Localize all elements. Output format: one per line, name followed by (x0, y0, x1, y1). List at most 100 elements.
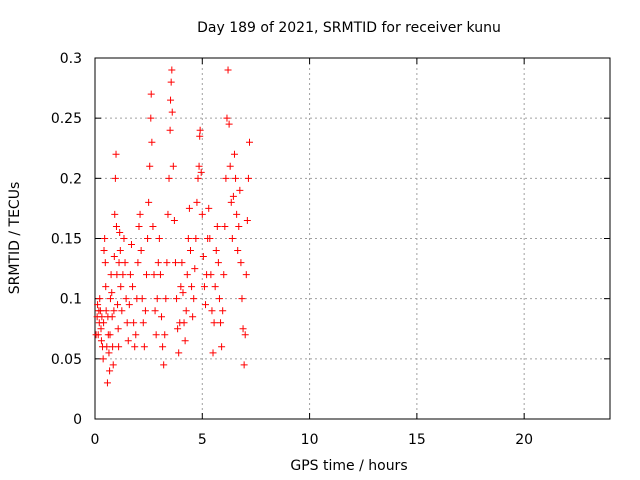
data-point (178, 259, 186, 267)
data-point (244, 174, 252, 182)
data-point (109, 343, 117, 351)
data-point (221, 222, 229, 230)
data-point (96, 295, 104, 303)
data-point (168, 66, 176, 74)
data-point (100, 247, 108, 255)
x-tick-label: 0 (91, 432, 100, 448)
data-point (193, 198, 201, 206)
data-point (98, 313, 106, 321)
data-point (186, 247, 194, 255)
data-point (153, 295, 161, 303)
data-point (206, 235, 214, 242)
data-point (167, 96, 175, 104)
y-tick-label: 0.2 (60, 171, 82, 187)
data-point (132, 331, 140, 339)
data-point (225, 120, 233, 128)
data-point (118, 307, 126, 315)
data-point (131, 343, 139, 351)
data-point (205, 204, 213, 212)
data-point (160, 361, 168, 369)
data-point (212, 247, 220, 255)
data-point (227, 198, 235, 206)
data-point (210, 319, 218, 327)
data-point (182, 307, 190, 315)
data-point (147, 90, 155, 98)
data-point (220, 271, 228, 279)
data-point (156, 271, 164, 279)
data-point (175, 349, 183, 357)
data-point (208, 307, 216, 315)
y-tick-label: 0.25 (51, 111, 82, 127)
data-point (202, 301, 210, 309)
data-point (239, 325, 247, 333)
data-point (158, 313, 166, 321)
chart-title: Day 189 of 2021, SRMTID for receiver kun… (197, 20, 501, 36)
data-point (150, 271, 158, 279)
y-tick-label: 0.05 (51, 352, 82, 368)
data-point (155, 235, 163, 242)
data-point (121, 259, 129, 267)
data-point (189, 313, 197, 321)
data-point (106, 331, 114, 339)
data-point (188, 283, 196, 291)
data-point (124, 337, 132, 345)
data-point (154, 259, 162, 267)
x-axis-label: GPS time / hours (290, 458, 407, 474)
y-tick-label: 0.1 (60, 292, 82, 308)
data-point (145, 198, 153, 206)
data-point (149, 222, 157, 230)
data-point (112, 150, 120, 158)
data-point (108, 289, 116, 297)
data-point (111, 210, 119, 218)
data-point (246, 138, 253, 146)
data-point (243, 216, 251, 224)
data-point (161, 331, 169, 339)
data-point (110, 307, 118, 315)
data-point (238, 295, 246, 303)
data-point (185, 204, 193, 212)
data-point (116, 228, 124, 236)
data-point (211, 283, 219, 291)
data-point (102, 283, 110, 291)
data-point (106, 295, 114, 303)
data-point (123, 319, 131, 327)
data-point (192, 235, 200, 242)
x-tick-label: 20 (515, 432, 533, 448)
data-point (171, 259, 179, 267)
data-point (226, 162, 234, 170)
data-point (101, 259, 109, 267)
data-point (115, 259, 123, 267)
data-point (99, 355, 107, 363)
data-point (167, 78, 175, 86)
data-point (191, 265, 199, 273)
axis-ticks: 0 5 10 15 20 0 0.05 0.1 0.15 0.2 0.25 0.3 (51, 51, 610, 448)
data-point (102, 307, 110, 315)
data-point (162, 295, 170, 303)
data-point (119, 271, 127, 279)
data-point (140, 343, 148, 351)
data-point (209, 349, 217, 357)
data-point (115, 343, 123, 351)
data-point (196, 132, 204, 140)
data-point (114, 325, 122, 333)
data-point (165, 174, 173, 182)
data-point (169, 162, 177, 170)
data-point (236, 186, 244, 194)
data-point (173, 295, 181, 303)
data-point (94, 331, 102, 339)
data-point (106, 367, 114, 375)
data-point (136, 210, 144, 218)
data-point (126, 271, 134, 279)
data-point (194, 174, 202, 182)
data-point (230, 150, 238, 158)
data-point (222, 174, 230, 182)
data-point (177, 283, 185, 291)
data-point (219, 307, 227, 315)
x-tick-label: 10 (301, 432, 319, 448)
data-point (125, 301, 133, 309)
data-point (139, 319, 147, 327)
data-point (197, 168, 205, 176)
data-point (114, 301, 122, 309)
data-point (174, 325, 182, 333)
